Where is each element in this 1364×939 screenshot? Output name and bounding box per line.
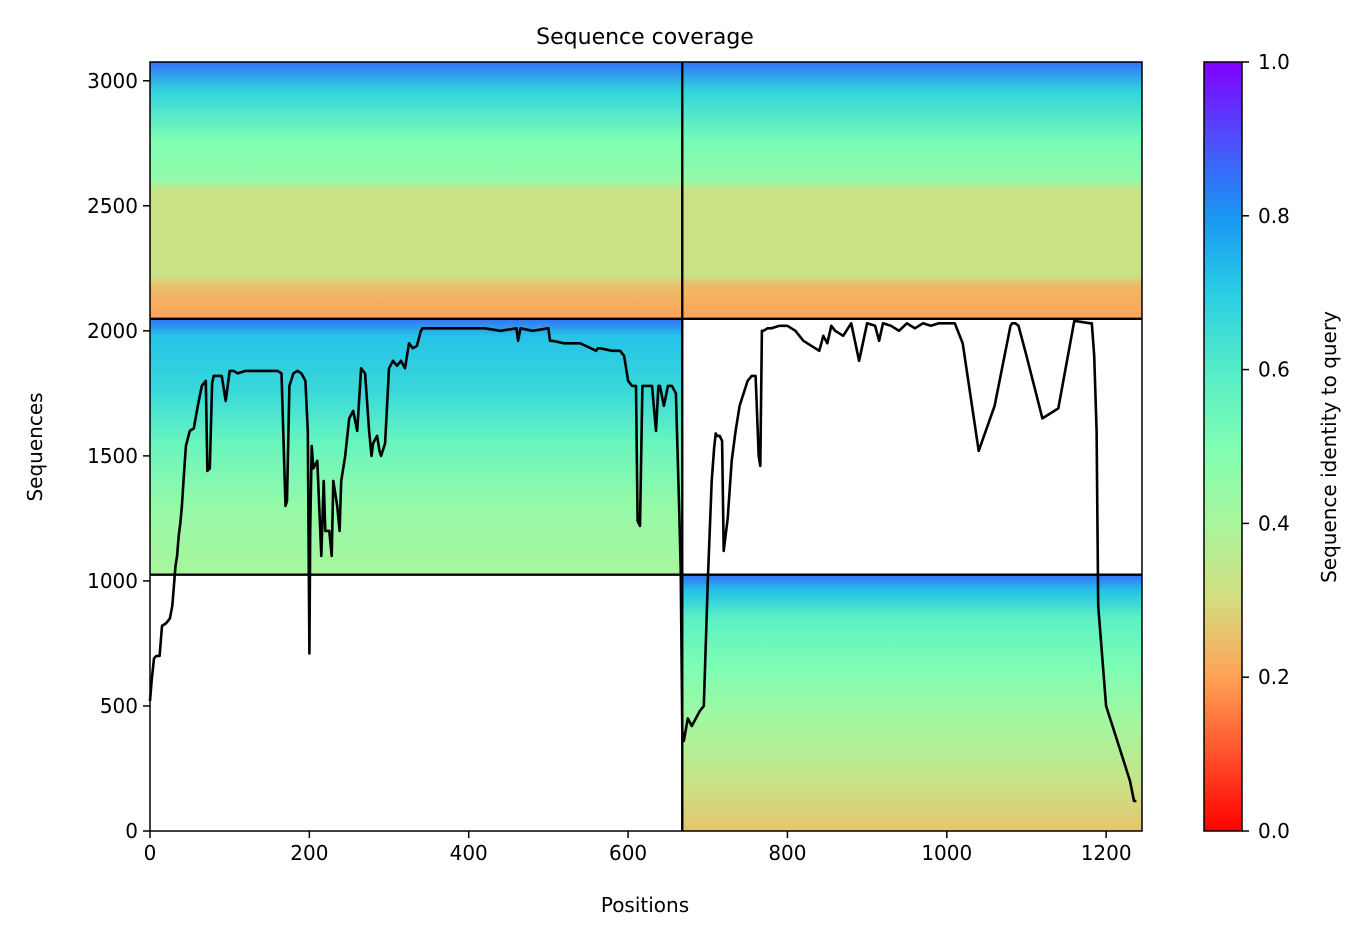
y-axis: 0 500 1000 1500 2000 2500 3000 (87, 69, 150, 843)
heatmap-block-b (682, 574, 1142, 831)
x-tick-label: 1000 (921, 841, 972, 865)
x-tick-label: 1200 (1081, 841, 1132, 865)
chart-title: Sequence coverage (536, 25, 754, 50)
y-axis-label: Sequences (23, 392, 47, 501)
y-tick-label: 500 (100, 694, 138, 718)
colorbar-ticks: 0.0 0.2 0.4 0.6 0.8 1.0 (1242, 50, 1290, 843)
colorbar-tick-label: 0.0 (1258, 819, 1290, 843)
colorbar-tick-label: 0.6 (1258, 358, 1290, 382)
y-tick-label: 1500 (87, 444, 138, 468)
coverage-line (148, 319, 1137, 803)
x-tick-label: 0 (144, 841, 157, 865)
plot-area (148, 61, 1143, 832)
heatmap-block-a (150, 62, 683, 319)
colorbar-gradient (1203, 61, 1243, 832)
y-tick-label: 1000 (87, 569, 138, 593)
y-tick-label: 2500 (87, 194, 138, 218)
colorbar-tick-label: 0.4 (1258, 511, 1290, 535)
heatmap-block-b (682, 62, 1142, 319)
heatmap-block-a (150, 318, 683, 575)
x-tick-label: 600 (609, 841, 647, 865)
colorbar: 0.0 0.2 0.4 0.6 0.8 1.0 Sequence identity to … (1203, 50, 1341, 843)
y-tick-label: 2000 (87, 319, 138, 343)
x-axis-label: Positions (601, 893, 689, 917)
y-tick-label: 0 (125, 819, 138, 843)
colorbar-tick-label: 0.2 (1258, 665, 1290, 689)
colorbar-tick-label: 0.8 (1258, 204, 1290, 228)
x-tick-label: 400 (450, 841, 488, 865)
plot-frame (149, 61, 1143, 832)
x-tick-label: 800 (768, 841, 806, 865)
x-tick-label: 200 (290, 841, 328, 865)
heatmap-blocks (150, 62, 1142, 831)
x-axis: 0 200 400 600 800 1000 1200 (144, 831, 1132, 865)
colorbar-tick-label: 1.0 (1258, 50, 1290, 74)
y-tick-label: 3000 (87, 69, 138, 93)
colorbar-label: Sequence identity to query (1317, 311, 1341, 583)
